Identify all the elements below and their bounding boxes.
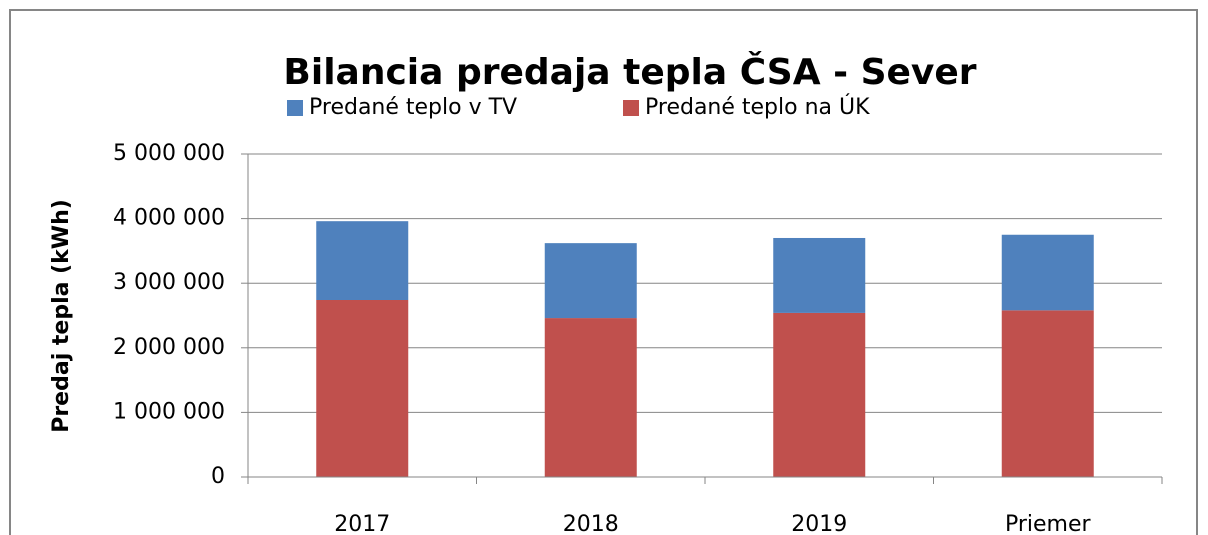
x-tick-label: 2017 xyxy=(334,512,390,535)
bar-segment xyxy=(773,237,866,313)
x-tick-label: Priemer xyxy=(1005,512,1092,535)
x-tick-label: 2019 xyxy=(791,512,847,535)
legend-swatch xyxy=(287,100,303,116)
y-tick-label: 4 000 000 xyxy=(113,206,225,231)
bar-segment xyxy=(773,312,866,477)
y-axis-label: Predaj tepla (kWh) xyxy=(49,199,74,433)
y-tick-label: 3 000 000 xyxy=(113,270,225,295)
bar-segment xyxy=(544,243,637,319)
y-tick-label: 2 000 000 xyxy=(113,335,225,360)
legend-label: Predané teplo na ÚK xyxy=(645,94,870,120)
bar-segment xyxy=(1001,234,1094,311)
y-tick-label: 5 000 000 xyxy=(113,141,225,166)
y-tick-label: 0 xyxy=(211,464,225,489)
legend-label: Predané teplo v TV xyxy=(309,95,517,120)
y-tick-label: 1 000 000 xyxy=(113,399,225,424)
bar-segment xyxy=(316,221,409,300)
legend-swatch xyxy=(623,100,639,116)
bar-segment xyxy=(544,318,637,477)
x-tick-label: 2018 xyxy=(563,512,619,535)
chart-title: Bilancia predaja tepla ČSA - Sever xyxy=(283,51,976,93)
bar-segment xyxy=(316,299,409,477)
bar-segment xyxy=(1001,310,1094,477)
